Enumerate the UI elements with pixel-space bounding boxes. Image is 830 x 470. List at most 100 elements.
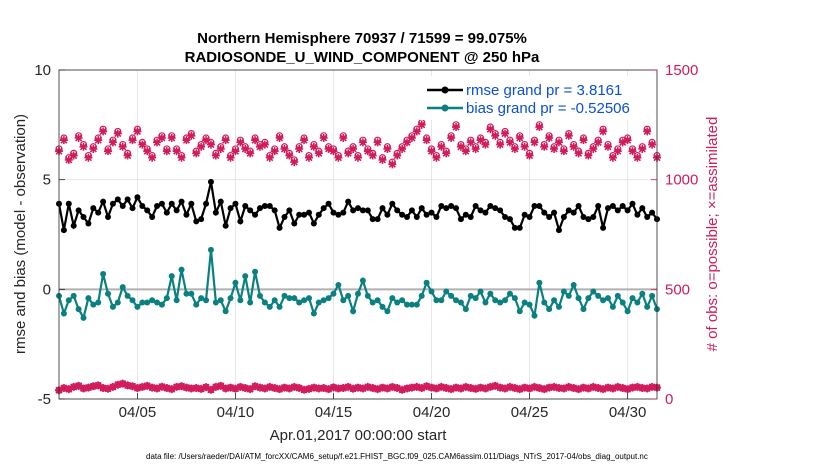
bias-point bbox=[487, 290, 494, 297]
obs-low-assimilated-point bbox=[128, 382, 137, 391]
bias-point bbox=[536, 279, 543, 286]
obs-low-assimilated-point bbox=[236, 382, 245, 391]
bias-point bbox=[364, 292, 371, 299]
bias-point bbox=[350, 308, 357, 315]
obs-assimilated-point bbox=[579, 136, 588, 145]
obs-assimilated-point bbox=[643, 127, 652, 136]
bias-point bbox=[541, 299, 548, 306]
obs-assimilated-point bbox=[437, 142, 446, 151]
rmse-point bbox=[212, 209, 219, 216]
bias-point bbox=[335, 281, 342, 288]
obs-assimilated-point bbox=[618, 138, 627, 147]
rmse-point bbox=[301, 211, 308, 218]
obs-low-assimilated-point bbox=[143, 381, 152, 390]
bias-point bbox=[369, 299, 376, 306]
obs-assimilated-point bbox=[471, 144, 480, 153]
bias-point bbox=[276, 303, 283, 310]
bias-point bbox=[183, 290, 190, 297]
obs-low-assimilated-point bbox=[618, 384, 627, 393]
obs-low-assimilated-point bbox=[123, 381, 132, 390]
obs-assimilated-point bbox=[427, 147, 436, 156]
obs-low-assimilated-point bbox=[172, 382, 181, 391]
obs-assimilated-point bbox=[476, 136, 485, 145]
rmse-point bbox=[526, 213, 533, 220]
obs-assimilated-point bbox=[510, 144, 519, 153]
obs-low-assimilated-point bbox=[285, 384, 294, 393]
bias-point bbox=[291, 295, 298, 302]
obs-low-assimilated-point bbox=[246, 385, 255, 394]
obs-low-assimilated-point bbox=[476, 383, 485, 392]
rmse-point bbox=[183, 211, 190, 218]
bias-point bbox=[100, 270, 107, 277]
obs-low-assimilated-point bbox=[388, 382, 397, 391]
rmse-point bbox=[619, 202, 626, 209]
obs-low-assimilated-point bbox=[648, 382, 657, 391]
obs-low-assimilated-point bbox=[153, 384, 162, 393]
obs-assimilated-point bbox=[393, 151, 402, 160]
bias-point bbox=[114, 299, 121, 306]
bias-point bbox=[453, 297, 460, 304]
obs-low-assimilated-point bbox=[378, 383, 387, 392]
obs-assimilated-point bbox=[628, 147, 637, 156]
bias-point bbox=[448, 292, 455, 299]
bias-point bbox=[305, 295, 312, 302]
obs-low-assimilated-point bbox=[481, 384, 490, 393]
obs-low-assimilated-point bbox=[211, 382, 220, 391]
bias-point bbox=[60, 310, 67, 317]
y-tick-label: 10 bbox=[34, 62, 51, 79]
rmse-point bbox=[379, 205, 386, 212]
bias-point bbox=[178, 266, 185, 273]
obs-low-assimilated-point bbox=[84, 383, 93, 392]
bias-point bbox=[551, 297, 558, 304]
bias-point bbox=[212, 299, 219, 306]
obs-assimilated-point bbox=[221, 136, 230, 145]
bias-point bbox=[237, 297, 244, 304]
bias-point bbox=[521, 299, 528, 306]
chart-title-line2: RADIOSONDE_U_WIND_COMPONENT @ 250 hPa bbox=[185, 49, 540, 66]
bias-point bbox=[639, 290, 646, 297]
obs-low-assimilated-point bbox=[633, 382, 642, 391]
obs-low-assimilated-point bbox=[589, 382, 598, 391]
obs-assimilated-point bbox=[486, 125, 495, 134]
x-tick-label: 04/30 bbox=[609, 404, 647, 421]
bias-point bbox=[472, 295, 479, 302]
obs-assimilated-point bbox=[603, 142, 612, 151]
obs-assimilated-point bbox=[344, 149, 353, 158]
bias-point bbox=[355, 290, 361, 297]
obs-assimilated-point bbox=[255, 142, 264, 151]
obs-low-assimilated-point bbox=[545, 383, 554, 392]
obs-assimilated-point bbox=[613, 147, 622, 156]
obs-assimilated-point bbox=[113, 129, 122, 138]
obs-low-assimilated-point bbox=[113, 380, 122, 389]
obs-low-assimilated-point bbox=[349, 384, 358, 393]
bias-point bbox=[271, 297, 278, 304]
rmse-point bbox=[364, 207, 371, 214]
obs-assimilated-point bbox=[540, 142, 549, 151]
rmse-point bbox=[595, 202, 602, 209]
obs-assimilated-point bbox=[99, 127, 108, 136]
rmse-point bbox=[516, 224, 523, 231]
rmse-point bbox=[408, 207, 415, 214]
rmse-point bbox=[286, 207, 293, 214]
obs-assimilated-point bbox=[334, 153, 343, 162]
rmse-point bbox=[149, 213, 156, 220]
obs-assimilated-point bbox=[442, 149, 451, 158]
bias-point bbox=[129, 297, 136, 304]
rmse-point bbox=[252, 211, 259, 218]
obs-low-assimilated-point bbox=[584, 384, 593, 393]
obs-low-assimilated-point bbox=[623, 385, 632, 394]
rmse-point bbox=[266, 202, 273, 209]
rmse-point bbox=[144, 207, 151, 214]
obs-low-assimilated-point bbox=[206, 385, 215, 394]
rmse-point bbox=[502, 213, 509, 220]
bias-point bbox=[207, 246, 214, 253]
rmse-point bbox=[546, 213, 553, 220]
rmse-point bbox=[443, 205, 450, 212]
obs-low-assimilated-point bbox=[452, 383, 461, 392]
obs-assimilated-point bbox=[260, 140, 269, 149]
rmse-point bbox=[119, 202, 126, 209]
obs-assimilated-point bbox=[59, 136, 68, 145]
rmse-point bbox=[560, 213, 567, 220]
rmse-point bbox=[178, 198, 185, 205]
